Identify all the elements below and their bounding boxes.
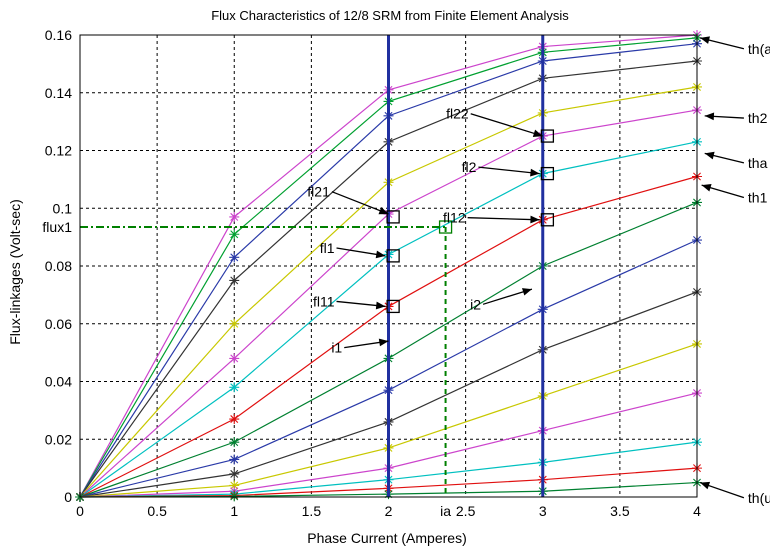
- x-tick-label: 0.5: [147, 503, 167, 519]
- annotation-arrowhead: [375, 250, 386, 259]
- y-tick-label: 0: [64, 489, 72, 505]
- annotation-arrow-line: [470, 113, 543, 137]
- annotation-arrowhead: [522, 288, 532, 296]
- data-point: [229, 382, 240, 393]
- data-point: [229, 275, 240, 286]
- marker-square: [438, 220, 453, 234]
- annotation-arrowhead: [700, 481, 711, 490]
- data-point: [229, 211, 240, 222]
- annotation-label: i2: [470, 296, 481, 312]
- y-tick-label: 0.16: [45, 27, 72, 43]
- annotation-label: fl21: [307, 184, 330, 200]
- x-tick-label: 4: [693, 503, 701, 519]
- annotation-arrowhead: [532, 129, 543, 138]
- annotation-label: fl1: [320, 240, 335, 256]
- annotation-arrowhead: [704, 112, 715, 121]
- x-tick-label: 1: [230, 503, 238, 519]
- data-point: [229, 229, 240, 240]
- x-tick-label: 3.5: [610, 503, 630, 519]
- data-point: [229, 468, 240, 479]
- annotation-label: fl2: [462, 159, 477, 175]
- annotation-label: tha: [748, 155, 768, 171]
- annotation-label: fl22: [446, 106, 469, 122]
- y-tick-label: 0.12: [45, 143, 72, 159]
- annotation-arrowhead: [530, 168, 540, 177]
- x-axis-label: Phase Current (Amperes): [307, 530, 467, 546]
- y-tick-label: 0.14: [45, 85, 72, 101]
- annotation-label: th2: [748, 110, 768, 126]
- plot-frame: [79, 34, 698, 498]
- annotation-label: th1: [748, 189, 768, 205]
- y-tick-label: 0.06: [45, 316, 72, 332]
- marker-square: [540, 213, 555, 227]
- data-point: [229, 491, 240, 502]
- y-tick-label: 0.1: [53, 200, 73, 216]
- x-tick-label: 2.5: [456, 503, 476, 519]
- ia-label: ia: [440, 503, 451, 519]
- data-point: [229, 480, 240, 491]
- annotation-arrowhead: [378, 207, 389, 215]
- annotation-label: th(a): [748, 41, 770, 57]
- annotation-arrowhead: [704, 151, 715, 160]
- annotation-arrow-line: [467, 217, 540, 221]
- data-point: [229, 414, 240, 425]
- data-point: [229, 437, 240, 448]
- data-point: [229, 252, 240, 263]
- annotation-arrow-line: [478, 166, 540, 175]
- x-tick-label: 1.5: [302, 503, 322, 519]
- annotation-arrowhead: [701, 183, 712, 192]
- chart-title: Flux Characteristics of 12/8 SRM from Fi…: [211, 8, 569, 23]
- marker-square: [386, 299, 400, 314]
- annotation-label: fl11: [313, 293, 335, 309]
- marker-square: [386, 249, 400, 263]
- data-point: [229, 318, 240, 329]
- annotation-arrowhead: [530, 215, 540, 224]
- data-point: [229, 353, 240, 364]
- x-tick-label: 3: [539, 503, 547, 519]
- x-tick-label: 2: [385, 503, 393, 519]
- annotation-arrow-line: [331, 191, 389, 215]
- annotation-arrowhead: [378, 338, 389, 347]
- annotation-label: fl12: [443, 210, 466, 226]
- flux1-label: flux1: [42, 219, 72, 235]
- plot-area: 0 0.5 1 1.5 2 2.5 3 3.5 4 0 0.02 0.04 0.06 0.08 0.1 0.1…: [42, 27, 770, 519]
- annotation-label: i1: [331, 340, 342, 356]
- data-point: [229, 454, 240, 465]
- annotation-arrowhead: [700, 36, 710, 44]
- annotation-arrowhead: [375, 301, 386, 310]
- x-tick-label: 0: [76, 503, 84, 519]
- marker-square: [386, 210, 400, 224]
- y-tick-label: 0.04: [45, 374, 72, 390]
- marker-square: [540, 166, 555, 181]
- y-tick-label: 0.08: [45, 258, 72, 274]
- y-tick-label: 0.02: [45, 431, 72, 447]
- y-axis-label: Flux-linkages (Volt-sec): [7, 199, 23, 345]
- annotation-label: th(u): [748, 490, 770, 506]
